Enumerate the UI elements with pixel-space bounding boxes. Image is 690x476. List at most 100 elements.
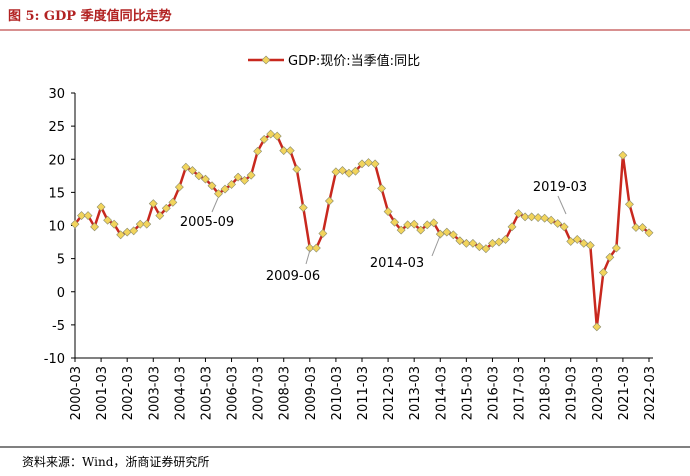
annotation: 2014-03	[370, 256, 424, 271]
marker	[435, 229, 445, 239]
marker	[409, 219, 419, 229]
marker	[331, 167, 341, 177]
marker	[96, 202, 106, 212]
marker	[285, 146, 295, 156]
marker	[461, 238, 471, 248]
marker	[390, 217, 400, 227]
x-tick-label: 2017-03	[513, 366, 528, 420]
marker	[253, 146, 263, 156]
marker	[429, 218, 439, 228]
marker	[605, 252, 615, 262]
marker	[598, 268, 608, 277]
annotation-leader	[557, 195, 567, 215]
marker	[201, 174, 210, 184]
marker	[311, 243, 321, 253]
marker	[174, 182, 184, 192]
marker	[292, 164, 302, 174]
marker	[474, 242, 484, 252]
marker	[338, 166, 347, 175]
annotation-leader	[211, 197, 219, 213]
x-tick-label: 2006-03	[226, 366, 241, 420]
marker	[155, 211, 165, 220]
marker	[266, 129, 276, 139]
y-tick-label: 0	[57, 286, 65, 301]
x-tick-label: 2009-03	[304, 366, 319, 420]
marker	[644, 228, 654, 238]
marker	[194, 171, 204, 181]
x-tick-label: 2018-03	[539, 366, 554, 420]
marker	[83, 211, 93, 220]
marker	[129, 226, 139, 236]
marker	[501, 234, 510, 244]
marker	[507, 222, 517, 232]
chart-title: 图 5: GDP 季度值同比走势	[8, 8, 172, 24]
marker	[161, 203, 171, 213]
marker	[611, 243, 621, 253]
annotation: 2009-06	[266, 269, 320, 284]
marker	[403, 220, 413, 230]
marker	[566, 236, 576, 246]
marker	[240, 176, 250, 185]
x-tick-label: 2003-03	[147, 366, 162, 420]
marker	[442, 227, 452, 237]
x-tick-label: 2021-03	[617, 366, 632, 420]
marker	[220, 184, 230, 194]
marker	[540, 213, 550, 223]
x-tick-label: 2015-03	[460, 366, 475, 420]
marker	[520, 212, 530, 222]
x-tick-label: 2013-03	[408, 366, 423, 420]
marker	[259, 134, 269, 144]
y-tick-label: -5	[52, 319, 65, 334]
marker	[559, 222, 569, 232]
marker	[481, 244, 491, 254]
legend-label: GDP:现价:当季值:同比	[288, 53, 420, 69]
marker	[233, 172, 243, 182]
marker	[585, 240, 595, 250]
marker	[592, 322, 602, 332]
source: 资料来源：Wind，浙商证券研究所	[22, 454, 209, 469]
marker	[422, 220, 432, 230]
x-tick-label: 2010-03	[330, 366, 345, 420]
marker	[103, 215, 113, 225]
x-tick-label: 2016-03	[486, 366, 501, 420]
marker	[318, 229, 328, 238]
marker	[396, 225, 406, 235]
marker	[455, 236, 465, 246]
marker	[553, 219, 563, 228]
marker	[364, 158, 373, 167]
marker	[298, 203, 308, 213]
marker	[142, 219, 152, 229]
x-tick-label: 2022-03	[643, 366, 658, 420]
y-tick-label: 5	[57, 253, 65, 268]
x-tick-label: 2004-03	[173, 366, 188, 420]
marker	[383, 207, 393, 217]
y-tick-label: 20	[48, 153, 65, 168]
marker	[279, 146, 289, 156]
x-tick-label: 2007-03	[252, 366, 267, 420]
x-tick-label: 2005-03	[199, 366, 214, 420]
marker	[370, 159, 380, 169]
y-tick-label: 30	[48, 87, 65, 102]
y-tick-label: 25	[48, 120, 65, 135]
marker	[77, 211, 86, 220]
marker	[546, 215, 556, 225]
x-tick-label: 2012-03	[382, 366, 397, 420]
marker	[631, 223, 641, 232]
x-tick-label: 2008-03	[278, 366, 293, 420]
marker	[109, 219, 119, 229]
marker	[618, 150, 628, 160]
marker	[148, 199, 158, 209]
marker	[90, 222, 99, 232]
marker	[181, 162, 191, 172]
y-tick-label: 10	[48, 220, 65, 235]
marker	[344, 168, 354, 178]
marker	[214, 189, 223, 199]
marker	[207, 181, 217, 191]
marker	[246, 170, 256, 180]
marker	[638, 223, 647, 232]
x-tick-label: 2019-03	[565, 366, 580, 420]
x-tick-label: 2014-03	[434, 366, 449, 420]
marker	[468, 238, 478, 248]
y-tick-label: 15	[48, 186, 65, 201]
